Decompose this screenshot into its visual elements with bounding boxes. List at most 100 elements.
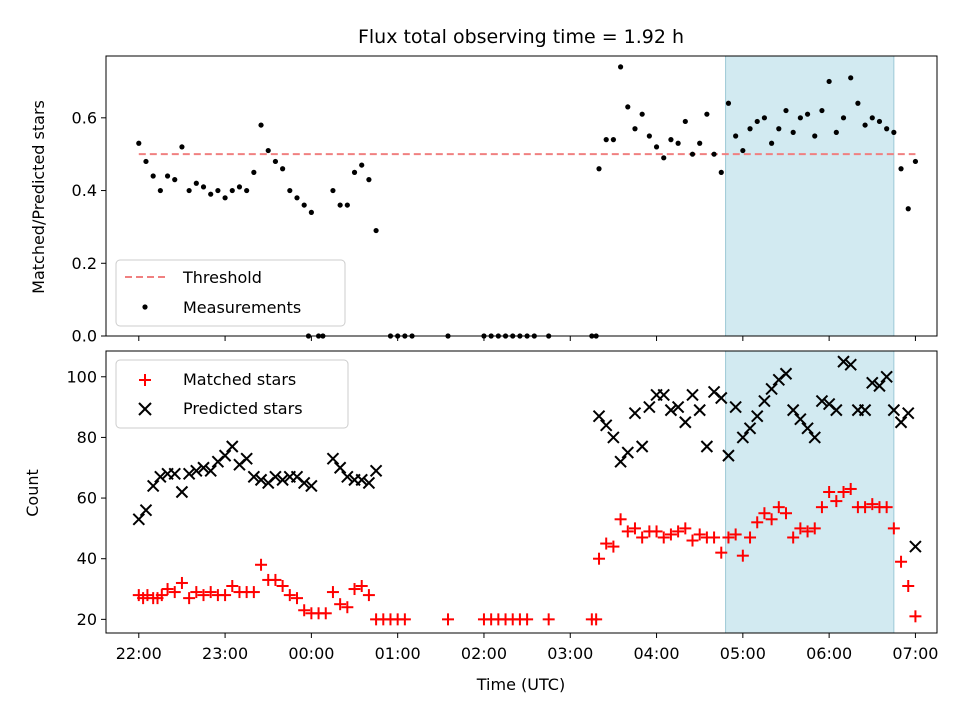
measurement-point — [625, 104, 631, 110]
bottom-x-tick-label: 02:00 — [461, 644, 507, 663]
matched-point — [319, 607, 332, 620]
bottom-panel: 20 40 60 80 100 22:00 23:00 00:00 01:00 02:00 03:… — [23, 350, 938, 694]
measurement-point — [287, 187, 293, 194]
predicted-point — [815, 394, 829, 408]
bottom-shaded-interval — [725, 350, 895, 634]
predicted-point — [736, 431, 750, 444]
measurement-point — [733, 133, 739, 139]
matched-point — [672, 525, 685, 538]
top-shaded-interval — [725, 55, 895, 337]
predicted-point — [758, 394, 771, 408]
measurement-point — [826, 78, 832, 85]
predicted-point — [808, 431, 821, 444]
top-y-tick-label: 0.4 — [72, 181, 97, 200]
predicted-point — [902, 406, 915, 420]
predicted-point — [743, 422, 757, 435]
bottom-y-tick-label: 40 — [77, 549, 97, 568]
matched-point — [736, 549, 749, 562]
measurement-point — [661, 155, 667, 161]
measurement-point — [172, 177, 178, 183]
bottom-x-tick-label: 00:00 — [288, 644, 334, 663]
matched-point — [772, 501, 785, 514]
predicted-point — [607, 431, 620, 444]
measurement-point — [200, 184, 207, 190]
matched-point — [398, 613, 411, 626]
measurement-point — [344, 202, 350, 208]
matched-point — [226, 580, 239, 592]
matched-point — [593, 552, 606, 565]
bottom-y-axis-label: Count — [23, 469, 42, 517]
measurement-point — [301, 202, 307, 208]
measurement-point — [783, 107, 789, 114]
measurement-point — [668, 137, 674, 143]
predicted-point — [887, 403, 901, 417]
matched-point — [341, 601, 354, 614]
matched-point — [155, 589, 168, 602]
top-y-axis-label: Matched/Predicted stars — [29, 100, 48, 294]
matched-point — [722, 531, 735, 544]
measurement-point — [215, 187, 221, 194]
measurement-point — [632, 126, 638, 132]
matched-point — [779, 507, 792, 520]
predicted-point — [880, 370, 893, 383]
matched-point — [348, 583, 361, 596]
matched-point — [808, 522, 821, 535]
measurement-point — [675, 140, 681, 146]
matched-point — [715, 546, 728, 559]
legend-matched-swatch — [139, 374, 151, 386]
matched-point — [636, 531, 649, 544]
top-y-tick-label: 0.2 — [72, 254, 97, 273]
matched-point — [650, 525, 663, 538]
predicted-point — [190, 464, 203, 477]
predicted-point — [341, 470, 354, 484]
predicted-point — [664, 403, 678, 417]
measurement-point — [876, 118, 883, 125]
measurement-point — [833, 129, 839, 135]
predicted-point — [786, 403, 800, 417]
matched-point — [708, 531, 721, 544]
measurement-point — [912, 158, 919, 165]
measurement-point — [855, 100, 861, 106]
predicted-point — [269, 470, 282, 484]
x-axis-label: Time (UTC) — [476, 675, 565, 694]
measurement-point — [754, 118, 760, 125]
measurement-point — [869, 115, 875, 121]
matched-point — [844, 482, 857, 495]
predicted-point — [369, 464, 383, 477]
measurement-point — [711, 151, 717, 157]
matched-point — [758, 507, 771, 520]
legend-threshold-label: Threshold — [182, 268, 262, 287]
measurement-point — [891, 129, 897, 135]
predicted-point — [146, 479, 160, 493]
matched-point — [607, 540, 620, 553]
top-y-tick-label: 0.0 — [72, 327, 97, 346]
predicted-point — [592, 409, 606, 423]
predicted-point — [197, 461, 210, 474]
predicted-point — [240, 452, 253, 465]
measurement-point — [819, 107, 825, 114]
matched-point — [621, 525, 634, 538]
predicted-point — [751, 409, 764, 423]
matched-point — [168, 586, 181, 599]
predicted-point — [779, 367, 793, 380]
predicted-point — [700, 440, 714, 453]
predicted-point — [837, 355, 850, 368]
matched-point — [909, 610, 922, 623]
matched-point — [765, 513, 778, 526]
bottom-y-tick-label: 80 — [77, 428, 97, 447]
measurement-point — [193, 180, 199, 186]
predicted-point — [628, 406, 642, 420]
matched-point — [190, 586, 203, 599]
measurement-point — [790, 129, 796, 135]
measurement-point — [272, 158, 279, 165]
matched-point — [866, 498, 879, 511]
matched-point — [830, 495, 843, 508]
predicted-point — [355, 473, 368, 487]
matched-point — [815, 501, 828, 514]
predicted-point — [218, 449, 232, 462]
measurement-point — [797, 115, 803, 121]
matched-point — [859, 501, 872, 514]
predicted-point — [830, 403, 843, 417]
chart-title: Flux total observing time = 1.92 h — [358, 26, 684, 48]
